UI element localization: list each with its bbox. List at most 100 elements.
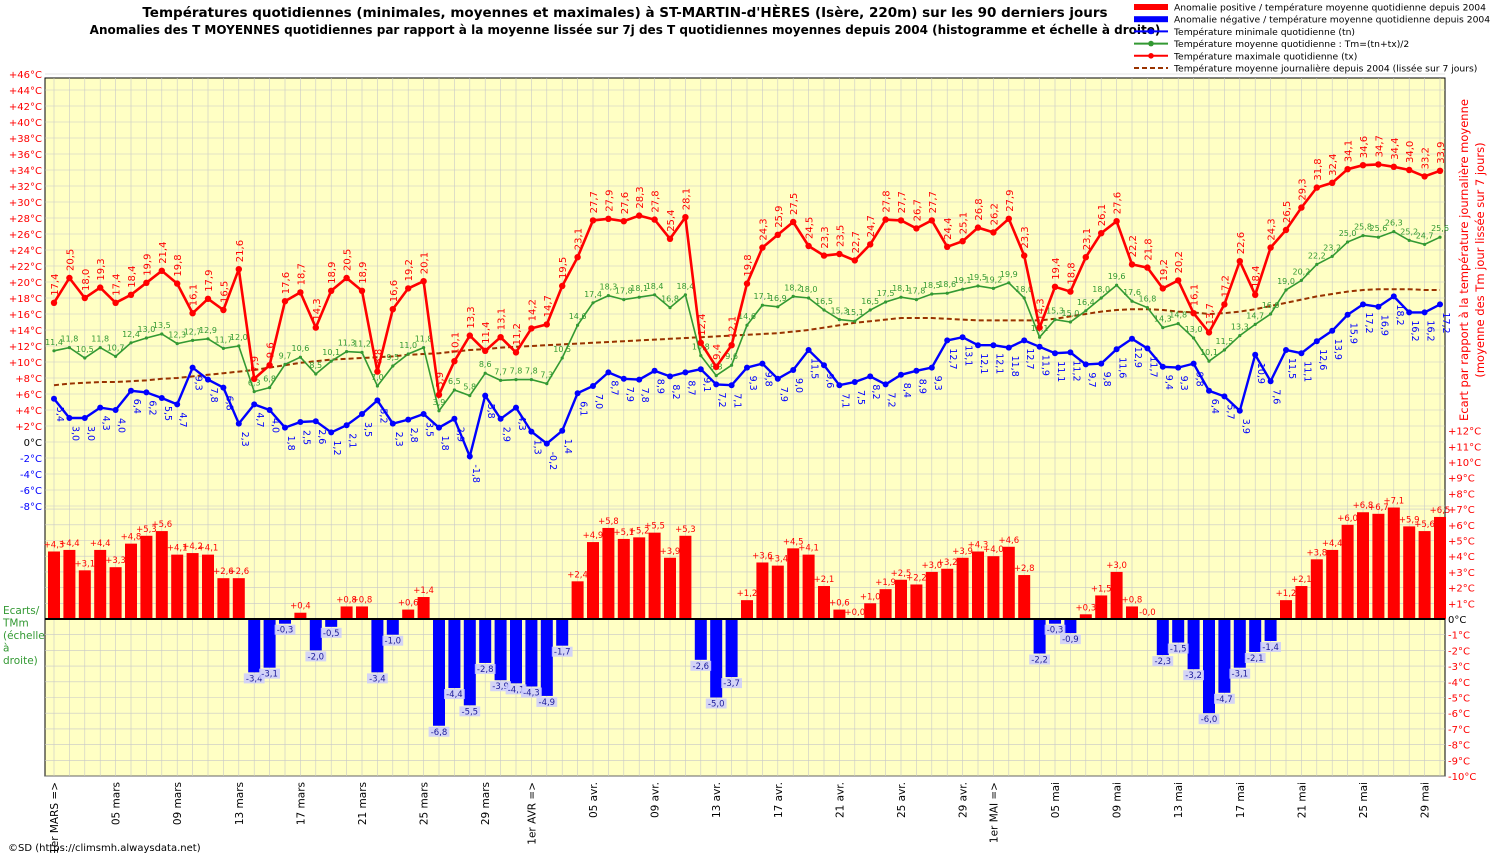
left-tick-label: +2°C bbox=[15, 422, 42, 433]
anomaly-label: -4,3 bbox=[523, 689, 540, 699]
tx-point bbox=[297, 289, 304, 296]
anomaly-bar bbox=[525, 619, 538, 687]
anomaly-label: +5,3 bbox=[675, 525, 696, 535]
tn-point bbox=[297, 419, 304, 425]
anomaly-label: +4,4 bbox=[59, 539, 80, 549]
anomaly-label: +1,9 bbox=[875, 578, 896, 588]
anomaly-label-bg bbox=[1229, 668, 1251, 679]
anomaly-label: +0,3 bbox=[1075, 603, 1096, 613]
anomaly-label: +4,1 bbox=[198, 544, 219, 554]
left-tick-label: -6°C bbox=[20, 486, 42, 497]
tx-point bbox=[1205, 329, 1213, 336]
tn-point bbox=[251, 401, 258, 408]
anomaly-bar bbox=[587, 542, 599, 619]
tx-label: 17,6 bbox=[281, 272, 292, 294]
tx-label: 24,7 bbox=[866, 215, 877, 237]
tx-point bbox=[559, 282, 566, 290]
tn-label: 3,5 bbox=[424, 422, 435, 437]
anomaly-bar bbox=[494, 619, 507, 681]
anomaly-label: -5,0 bbox=[708, 700, 725, 710]
anomaly-label: -4,1 bbox=[508, 685, 525, 695]
tn-point bbox=[174, 401, 181, 408]
right-y-axis: +12°C +11°C +10°C +9°C +8°C +7°C +6°C +5°C +4°C +… bbox=[1448, 427, 1481, 783]
left-tick-label: +44°C bbox=[9, 86, 42, 97]
right-tick-label: -9°C bbox=[1448, 756, 1470, 767]
tm-point bbox=[237, 344, 241, 348]
tn-label: -1,8 bbox=[470, 464, 481, 483]
tx-label: 19,8 bbox=[743, 254, 754, 276]
tn-label: 10,9 bbox=[1255, 363, 1266, 384]
anomaly-bar bbox=[63, 549, 76, 619]
tm-point bbox=[745, 323, 749, 327]
tx-point bbox=[466, 332, 473, 339]
tn-point bbox=[928, 364, 935, 371]
tn-point bbox=[1129, 335, 1135, 342]
tn-point bbox=[51, 395, 57, 402]
tx-label: 27,5 bbox=[789, 193, 800, 215]
tx-point bbox=[743, 280, 751, 287]
anomaly-bar bbox=[972, 551, 984, 619]
tm-point bbox=[1115, 283, 1119, 287]
tx-label: 14,3 bbox=[1036, 298, 1047, 320]
tx-label: 20,5 bbox=[343, 249, 354, 271]
tx-point bbox=[1144, 264, 1151, 271]
tx-point bbox=[1282, 226, 1290, 234]
tn-label: 13,9 bbox=[1332, 339, 1343, 360]
tn-label: 8,2 bbox=[670, 384, 681, 399]
tm-point bbox=[899, 295, 903, 299]
tm-label: 12,4 bbox=[122, 330, 140, 339]
x-tick-label: 05 avr. bbox=[588, 782, 600, 818]
tm-point bbox=[1099, 296, 1103, 300]
tn-label: 2,6 bbox=[316, 429, 327, 444]
tn-label: 7,8 bbox=[208, 388, 219, 403]
tn-point bbox=[343, 422, 350, 429]
tm-label: 18,0 bbox=[1015, 285, 1033, 294]
anomaly-label: +4,4 bbox=[90, 539, 111, 549]
tn-label: 1,8 bbox=[285, 436, 296, 451]
tx-label: 32,4 bbox=[1328, 154, 1339, 176]
anomaly-bar bbox=[171, 554, 184, 619]
tn-label: 11,8 bbox=[1009, 356, 1020, 377]
tn-label: 12,6 bbox=[1317, 349, 1328, 370]
anomaly-bar bbox=[248, 619, 261, 673]
tx-label: 13,3 bbox=[466, 306, 477, 328]
anomaly-label-bg bbox=[705, 698, 727, 709]
anomaly-label-bg bbox=[505, 684, 527, 695]
tn-point bbox=[1329, 327, 1336, 334]
anomaly-bar bbox=[802, 554, 815, 619]
tm-point bbox=[807, 296, 811, 300]
tm-point bbox=[868, 308, 872, 312]
tn-label: 6,1 bbox=[578, 401, 589, 416]
tm-point bbox=[591, 301, 595, 305]
tm-label: 16,5 bbox=[861, 297, 879, 306]
tx-label: 8,8 bbox=[373, 349, 384, 365]
tm-point bbox=[961, 287, 965, 291]
legend-swatch-dot bbox=[1148, 40, 1154, 47]
right-tick-label: +5°C bbox=[1448, 537, 1475, 548]
x-tick-label: 05 mars bbox=[111, 782, 123, 825]
tm-point bbox=[1423, 242, 1427, 246]
tx-point bbox=[574, 254, 581, 261]
tx-label: 28,3 bbox=[635, 186, 646, 208]
tm-point bbox=[160, 332, 164, 336]
tn-label: 4,7 bbox=[177, 412, 188, 427]
anomaly-bar bbox=[94, 549, 107, 619]
anomaly-label: +2,6 bbox=[213, 567, 234, 577]
tn-label: 7,5 bbox=[855, 390, 866, 405]
tm-point bbox=[468, 394, 472, 398]
tx-point bbox=[451, 358, 458, 365]
tx-label: 27,7 bbox=[589, 191, 600, 213]
anomaly-bar bbox=[540, 619, 553, 696]
left-note-line: à bbox=[3, 643, 9, 655]
x-tick-label: 13 avr. bbox=[711, 782, 723, 818]
anomaly-bar bbox=[1326, 549, 1339, 619]
tn-point bbox=[1344, 311, 1351, 318]
right-tick-label: +2°C bbox=[1448, 584, 1475, 595]
right-tick-label: -1°C bbox=[1448, 631, 1470, 642]
anomaly-label: +4,1 bbox=[798, 544, 819, 554]
tm-point bbox=[375, 384, 379, 388]
tn-point bbox=[451, 415, 458, 422]
anomaly-label: +5,5 bbox=[644, 522, 665, 532]
tx-label: 25,1 bbox=[959, 212, 970, 234]
legend-label: Température moyenne quotidienne : Tm=(tn… bbox=[1173, 39, 1409, 50]
